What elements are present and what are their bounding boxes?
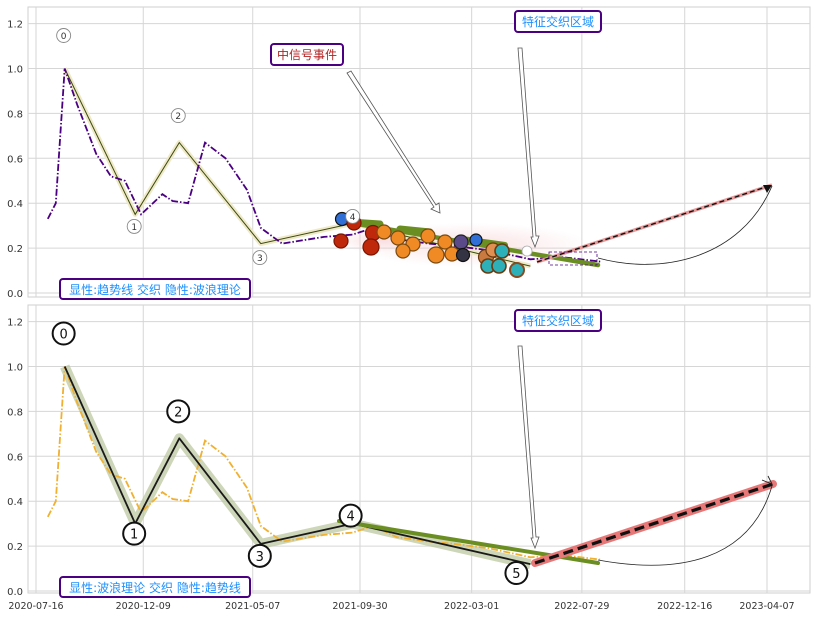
wave-point-label: 2: [175, 112, 181, 122]
bottom-wave-point-labels: 0 1 2 3 4 5: [51, 321, 529, 586]
wave-point-label: 0: [60, 328, 68, 343]
bottom-wave-line: [63, 366, 531, 565]
annotation-event: 中信号事件: [270, 43, 344, 66]
wave-point-marker: [166, 399, 191, 424]
y-tick-label: 0.4: [7, 199, 23, 210]
x-tick-label: 2022-03-01: [444, 601, 499, 612]
wave-point-marker: [504, 561, 529, 586]
bottom-panel-frame: [27, 304, 811, 594]
top-wave-point-labels: 0 1 2 3 4: [56, 28, 361, 266]
wave-point-marker: [252, 250, 268, 266]
wave-point-label: 1: [130, 528, 138, 543]
x-tick-labels: 2020-07-16 2020-12-09 2021-05-07 2021-09-30…: [8, 601, 794, 612]
annotation-zone-top-text: 特征交织区域: [522, 14, 594, 29]
x-tick-label: 2020-07-16: [8, 601, 63, 612]
wave-point-marker: [122, 521, 147, 546]
x-tick-label: 2020-12-09: [116, 601, 171, 612]
wave-point-label: 4: [350, 213, 356, 223]
bottom-panel-grid: [28, 305, 810, 593]
x-tick-label: 2021-09-30: [332, 601, 387, 612]
y-tick-label: 1.2: [7, 318, 23, 329]
x-tick-label: 2023-04-07: [739, 601, 794, 612]
annotation-zone-top: 特征交织区域: [514, 10, 602, 33]
zone-callout-arrow-bottom: [517, 345, 540, 550]
top-signal-markers: [333, 211, 533, 278]
wave-point-label: 3: [257, 254, 263, 264]
wave-point-marker: [56, 28, 72, 43]
y-tick-label: 1.0: [7, 65, 23, 76]
annotation-mode-bottom-text: 显性:波浪理论 交织 隐性:趋势线: [69, 580, 241, 595]
wave-point-marker: [51, 321, 76, 346]
x-tick-label: 2021-05-07: [225, 601, 280, 612]
wave-point-marker: [170, 108, 186, 124]
y-tick-label: 0.8: [7, 109, 23, 120]
y-tick-label: 1.2: [7, 20, 23, 31]
y-tick-label: 0.2: [7, 244, 23, 255]
top-y-tick-labels: 0.0 0.2 0.4 0.6 0.8 1.0 1.2: [7, 20, 23, 300]
y-tick-label: 0.4: [7, 497, 23, 508]
y-tick-label: 0.6: [7, 452, 23, 463]
y-tick-label: 0.8: [7, 407, 23, 418]
annotation-mode-top-text: 显性:趋势线 交织 隐性:波浪理论: [69, 282, 241, 297]
bottom-wave-lines: [63, 366, 531, 565]
top-trend-projection: [536, 183, 773, 266]
wave-point-label: 3: [256, 550, 264, 565]
annotation-event-text: 中信号事件: [277, 47, 337, 62]
y-tick-label: 1.0: [7, 363, 23, 374]
wave-point-marker: [247, 543, 272, 568]
wave-point-label: 4: [347, 510, 355, 525]
wave-point-marker: [345, 208, 361, 224]
annotation-mode-top: 显性:趋势线 交织 隐性:波浪理论: [59, 278, 251, 300]
annotation-mode-bottom: 显性:波浪理论 交织 隐性:趋势线: [59, 576, 251, 598]
zone-callout-arrow-top: [517, 47, 540, 249]
wave-point-label: 5: [512, 567, 520, 582]
annotation-zone-bottom: 特征交织区域: [514, 309, 602, 332]
wave-point-label: 1: [131, 223, 137, 233]
bottom-trend-projection: [531, 475, 777, 567]
annotation-zone-bottom-text: 特征交织区域: [522, 313, 594, 328]
wave-point-marker: [338, 503, 363, 528]
x-tick-label: 2022-12-16: [657, 601, 712, 612]
y-tick-label: 0.0: [7, 289, 23, 300]
y-tick-label: 0.6: [7, 154, 23, 165]
wave-point-label: 2: [174, 405, 182, 420]
event-callout-arrow: [346, 70, 441, 214]
wave-point-label: 0: [61, 32, 67, 42]
y-tick-label: 0.0: [7, 587, 23, 598]
y-tick-label: 0.2: [7, 542, 23, 553]
x-tick-label: 2022-07-29: [554, 601, 609, 612]
bottom-y-tick-labels: 0.0 0.2 0.4 0.6 0.8 1.0 1.2: [7, 318, 23, 598]
wave-point-marker: [126, 218, 142, 234]
